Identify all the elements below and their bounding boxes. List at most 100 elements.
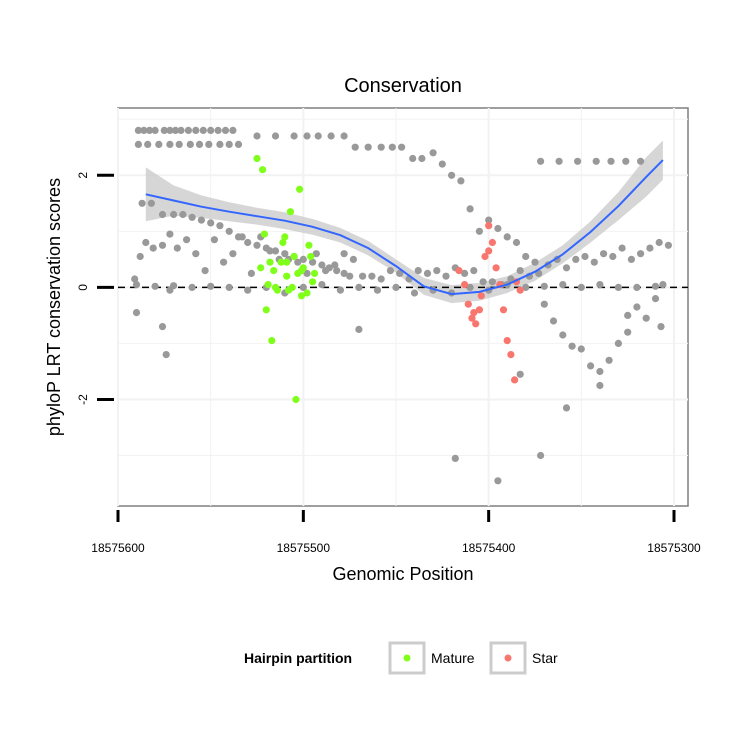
point-other [220, 258, 228, 266]
point-mature [281, 233, 289, 241]
point-star [485, 222, 493, 230]
point-other [179, 210, 187, 219]
legend-label-mature: Mature [431, 650, 475, 666]
point-other [192, 250, 200, 258]
y-tick-label: 2 [76, 172, 90, 179]
point-other [457, 177, 465, 185]
point-other [340, 269, 348, 277]
point-other [192, 126, 200, 134]
point-other [197, 216, 205, 224]
point-mature [283, 258, 291, 266]
point-other [271, 132, 280, 140]
legend-key-star [489, 641, 527, 675]
point-other [388, 143, 396, 151]
point-other [442, 272, 450, 280]
point-star [470, 309, 478, 317]
legend: Hairpin partition Mature Star [244, 641, 558, 675]
point-other [423, 269, 432, 277]
point-other [225, 140, 233, 148]
point-other [136, 252, 144, 261]
point-other [494, 224, 502, 233]
point-other [587, 362, 595, 370]
y-axis: -2 0 2 [76, 172, 114, 405]
point-other [627, 255, 636, 263]
point-other [175, 140, 183, 148]
x-axis: 18575600 18575500 18575400 18575300 [91, 510, 701, 555]
point-other [177, 126, 185, 134]
point-other [151, 282, 159, 290]
point-mature [286, 208, 294, 216]
point-star [464, 300, 472, 308]
point-star [472, 320, 480, 328]
point-mature [307, 252, 315, 261]
point-other [149, 244, 157, 252]
point-star [510, 376, 519, 384]
point-mature [279, 238, 287, 247]
point-other [195, 140, 204, 148]
point-other [303, 269, 311, 277]
point-other [327, 132, 335, 140]
point-star [503, 337, 511, 345]
point-other [540, 282, 548, 290]
point-other [132, 309, 141, 317]
point-other [488, 278, 496, 286]
point-other [574, 157, 582, 165]
point-other [171, 126, 180, 134]
point-other [377, 275, 385, 283]
point-mature [271, 283, 280, 291]
point-other [155, 140, 163, 148]
point-other [151, 126, 159, 134]
point-other [433, 267, 441, 275]
point-other [664, 241, 673, 249]
legend-title: Hairpin partition [244, 650, 352, 666]
point-other [359, 272, 367, 280]
point-other [166, 286, 174, 294]
point-other [373, 286, 382, 294]
point-star [488, 238, 496, 247]
point-other [646, 244, 654, 252]
point-star [461, 281, 469, 289]
point-other [562, 264, 571, 272]
confidence-band [145, 140, 663, 304]
smooth-line-group [145, 159, 664, 296]
point-other [398, 143, 406, 151]
point-other [140, 126, 148, 134]
point-other [299, 255, 307, 263]
point-other [303, 132, 311, 140]
x-tick-label: 18575600 [91, 541, 145, 555]
point-mature [297, 292, 306, 300]
point-other [309, 258, 317, 266]
point-other [451, 454, 459, 462]
point-mature [310, 269, 319, 277]
point-other [386, 267, 394, 275]
point-mature [253, 154, 261, 163]
legend-swatch-star [504, 654, 512, 662]
point-other [614, 283, 623, 291]
point-other [633, 303, 641, 311]
point-other [410, 289, 419, 297]
point-other [396, 269, 404, 277]
point-other [624, 328, 632, 336]
point-other [537, 157, 545, 165]
point-other [201, 267, 209, 275]
point-other [216, 140, 224, 148]
smooth-confidence-band [145, 140, 663, 304]
point-star [468, 314, 476, 322]
point-other [368, 272, 376, 280]
point-other [186, 140, 194, 148]
point-other [158, 241, 167, 249]
point-other [568, 342, 576, 350]
point-other [210, 236, 218, 244]
point-other [145, 126, 154, 134]
point-other [549, 317, 558, 325]
point-other [559, 281, 567, 289]
point-other [475, 227, 483, 235]
point-other [494, 477, 502, 485]
point-other [271, 247, 280, 255]
point-other [144, 140, 152, 148]
point-mature [284, 286, 293, 294]
point-star [481, 252, 489, 261]
y-tick-label: -2 [76, 394, 90, 405]
point-star [477, 292, 485, 300]
